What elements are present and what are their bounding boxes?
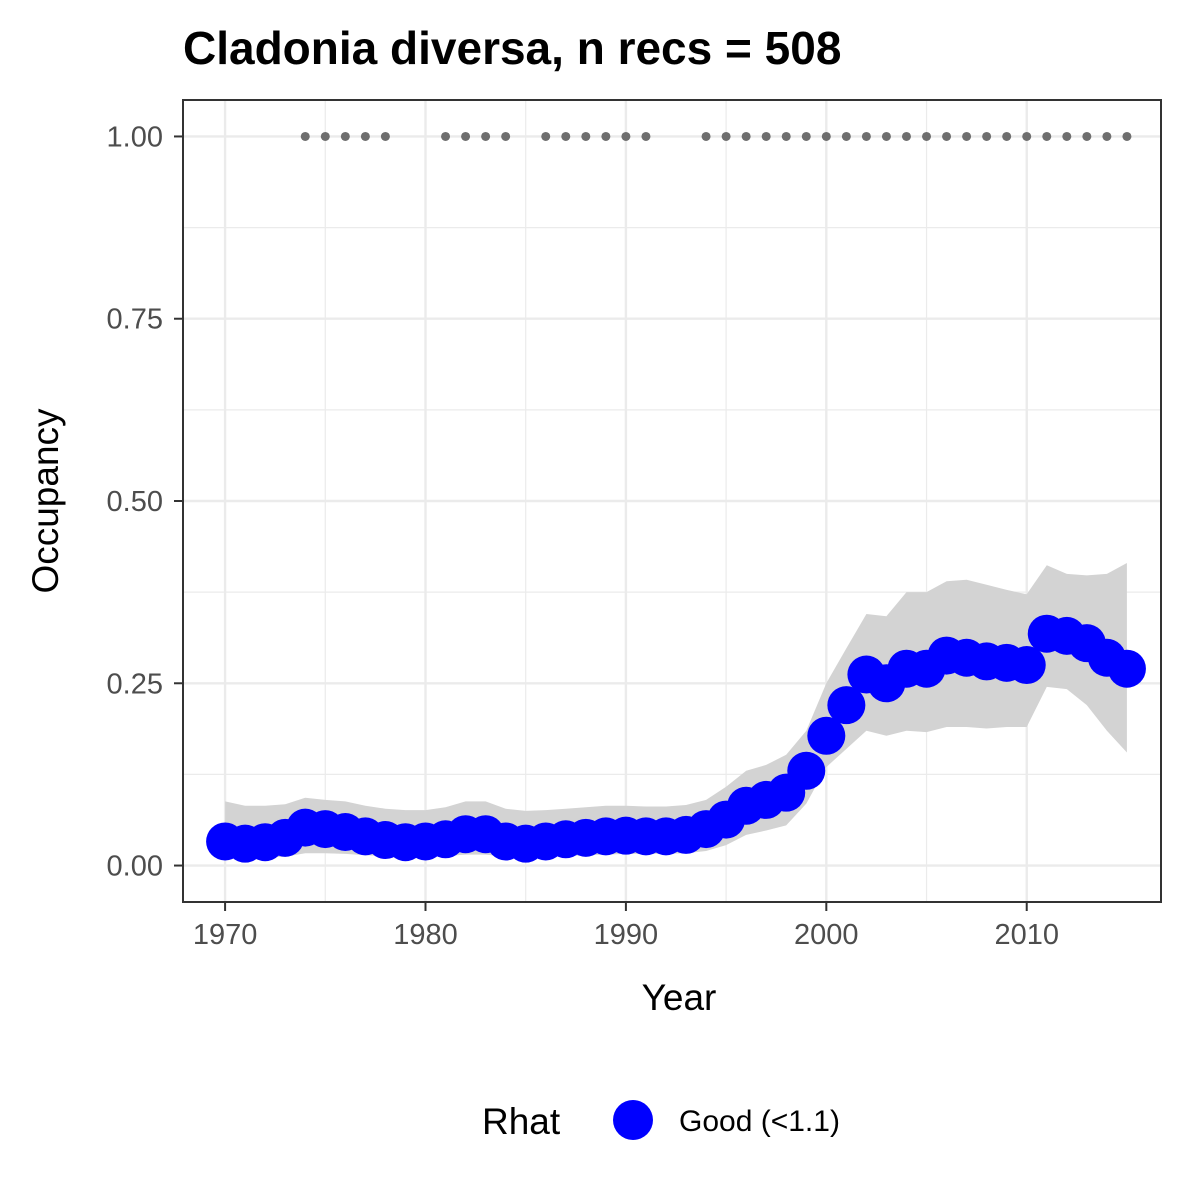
record-point xyxy=(1082,131,1092,141)
occupancy-point xyxy=(787,751,826,790)
x-tick-label: 1990 xyxy=(594,919,659,951)
x-tick-label: 1970 xyxy=(193,919,258,951)
x-tick-label: 2000 xyxy=(794,919,859,951)
record-point xyxy=(380,131,390,141)
occupancy-point xyxy=(1007,646,1046,685)
record-point xyxy=(461,131,471,141)
record-point xyxy=(721,131,731,141)
record-point xyxy=(601,131,611,141)
record-point xyxy=(641,131,651,141)
x-axis: 1970 1980 1990 2000 2010 xyxy=(193,902,1059,951)
record-point xyxy=(1102,131,1112,141)
record-point xyxy=(761,131,771,141)
record-point xyxy=(561,131,571,141)
occupancy-point xyxy=(1107,649,1146,688)
record-points xyxy=(300,131,1132,141)
record-point xyxy=(360,131,370,141)
record-point xyxy=(982,131,992,141)
record-point xyxy=(962,131,972,141)
occupancy-point xyxy=(827,686,866,725)
record-point xyxy=(781,131,791,141)
occupancy-point xyxy=(807,716,846,755)
record-point xyxy=(320,131,330,141)
y-axis: 0.00 0.25 0.50 0.75 1.00 xyxy=(107,121,183,883)
legend-key-good xyxy=(613,1100,653,1140)
record-point xyxy=(581,131,591,141)
y-tick-label: 0.25 xyxy=(107,668,163,700)
record-point xyxy=(340,131,350,141)
chart-title: Cladonia diversa, n recs = 508 xyxy=(183,22,841,74)
record-point xyxy=(801,131,811,141)
record-point xyxy=(901,131,911,141)
record-point xyxy=(1002,131,1012,141)
record-point xyxy=(821,131,831,141)
record-point xyxy=(1022,131,1032,141)
y-tick-label: 0.00 xyxy=(107,851,163,883)
record-point xyxy=(861,131,871,141)
legend-title: Rhat xyxy=(482,1101,561,1142)
y-tick-label: 0.50 xyxy=(107,486,163,518)
x-tick-label: 1980 xyxy=(393,919,458,951)
record-point xyxy=(481,131,491,141)
occupancy-points xyxy=(206,614,1146,863)
record-point xyxy=(621,131,631,141)
record-point xyxy=(501,131,511,141)
y-tick-label: 0.75 xyxy=(107,304,163,336)
record-point xyxy=(701,131,711,141)
y-axis-title: Occupancy xyxy=(25,408,66,594)
x-axis-title: Year xyxy=(642,977,717,1018)
record-point xyxy=(741,131,751,141)
record-point xyxy=(841,131,851,141)
record-point xyxy=(441,131,451,141)
x-tick-label: 2010 xyxy=(994,919,1059,951)
confidence-band xyxy=(225,563,1127,858)
plot-panel xyxy=(182,99,1162,903)
record-point xyxy=(1122,131,1132,141)
record-point xyxy=(881,131,891,141)
y-tick-label: 1.00 xyxy=(107,121,163,153)
record-point xyxy=(1042,131,1052,141)
legend-label-good: Good (<1.1) xyxy=(679,1105,840,1138)
record-point xyxy=(1062,131,1072,141)
legend: Rhat Good (<1.1) xyxy=(482,1100,840,1142)
record-point xyxy=(300,131,310,141)
record-point xyxy=(922,131,932,141)
record-point xyxy=(541,131,551,141)
record-point xyxy=(942,131,952,141)
